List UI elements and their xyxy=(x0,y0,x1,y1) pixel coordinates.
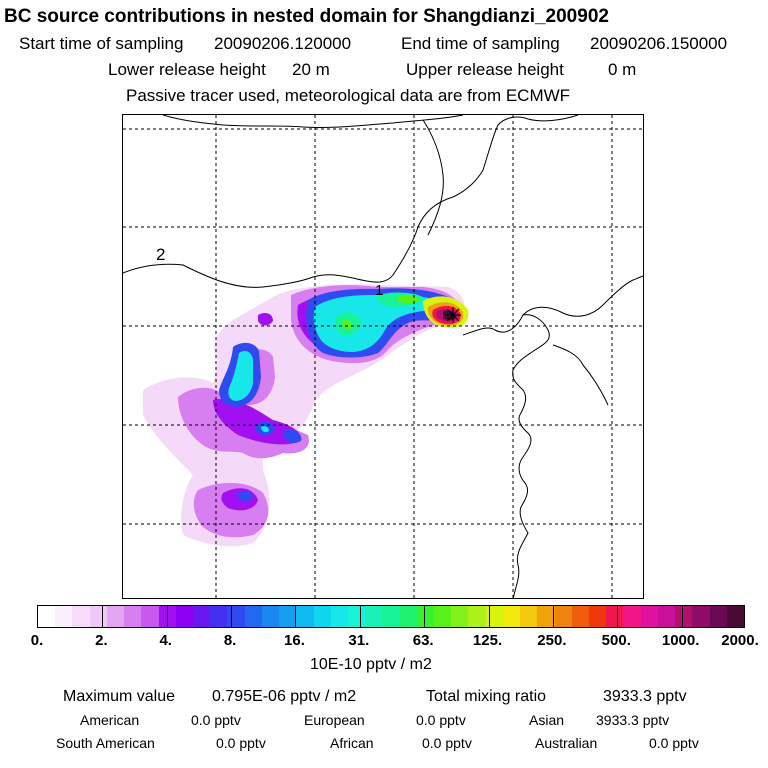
region-label-2: 2 xyxy=(156,245,166,264)
map-panel: 1 2 xyxy=(122,114,644,599)
upper-release-value: 0 m xyxy=(608,60,637,79)
colorbar-tick-label: 2000. xyxy=(721,632,759,649)
region-name-australian: Australian xyxy=(535,735,598,751)
end-time-label: End time of sampling xyxy=(401,34,560,53)
colorbar-segment xyxy=(279,606,297,627)
colorbar-tick-mark xyxy=(295,606,297,627)
colorbar-segment xyxy=(571,606,589,627)
colorbar-tick-label: 0. xyxy=(30,632,44,649)
colorbar-segment xyxy=(175,606,193,627)
colorbar-tick-mark xyxy=(102,606,104,627)
region-value-south-american: 0.0 pptv xyxy=(216,735,266,751)
colorbar-tick-label: 63. xyxy=(412,632,434,649)
colorbar-segment xyxy=(640,606,658,627)
colorbar-tick-label: 250. xyxy=(537,632,567,649)
colorbar-segment xyxy=(347,606,366,627)
colorbar-segment xyxy=(399,606,417,627)
total-mixing-value: 3933.3 pptv xyxy=(603,688,687,705)
colorbar-segment xyxy=(141,606,159,627)
colorbar-segment xyxy=(192,606,211,627)
colorbar-unit: 10E-10 pptv / m2 xyxy=(310,656,432,673)
map-svg xyxy=(123,115,643,598)
colorbar-tick-mark xyxy=(552,606,554,627)
colorbar-segment xyxy=(554,606,572,627)
colorbar-tick-label: 125. xyxy=(472,632,503,649)
colorbar-segment xyxy=(313,606,331,627)
colorbar-segment xyxy=(675,606,693,627)
end-time-value: 20090206.150000 xyxy=(590,34,728,53)
colorbar-segment xyxy=(124,606,142,627)
colorbar-segment xyxy=(485,606,503,627)
region-name-south-american: South American xyxy=(56,735,155,751)
region-name-african: African xyxy=(330,735,374,751)
colorbar-tick-mark xyxy=(681,606,683,627)
region-name-american: American xyxy=(80,712,140,728)
region-value-african: 0.0 pptv xyxy=(422,735,472,751)
region-label-1: 1 xyxy=(375,282,384,299)
colorbar-segment xyxy=(451,606,469,627)
colorbar-segment xyxy=(520,606,538,627)
colorbar-tick-label: 2. xyxy=(95,632,108,649)
region-value-american: 0.0 pptv xyxy=(191,712,241,728)
colorbar-tick-label: 500. xyxy=(601,632,631,649)
colorbar-segment xyxy=(589,606,607,627)
lower-release-value: 20 m xyxy=(292,60,330,79)
colorbar-tick-label: 31. xyxy=(348,632,370,649)
colorbar-tick-mark xyxy=(231,606,233,627)
colorbar-tick-mark xyxy=(488,606,490,627)
colorbar-tick-label: 16. xyxy=(284,632,305,649)
colorbar-tick-label: 8. xyxy=(223,632,237,649)
colorbar-segment xyxy=(502,606,521,627)
colorbar-segment xyxy=(709,606,727,627)
colorbar xyxy=(37,605,745,628)
colorbar-segment xyxy=(468,606,486,627)
start-time-value: 20090206.120000 xyxy=(214,34,352,53)
region-value-australian: 0.0 pptv xyxy=(649,735,699,751)
region-name-european: European xyxy=(304,712,365,728)
region-value-asian: 3933.3 pptv xyxy=(596,712,670,728)
colorbar-segment xyxy=(106,606,125,627)
plume-green xyxy=(342,295,421,330)
colorbar-segment xyxy=(726,606,744,627)
lower-release-label: Lower release height xyxy=(108,60,266,79)
colorbar-segment xyxy=(227,606,245,627)
colorbar-segment xyxy=(72,606,90,627)
colorbar-segment xyxy=(606,606,624,627)
receptor-star-icon xyxy=(445,307,461,323)
max-value: 0.795E-06 pptv / m2 xyxy=(212,688,357,705)
tracer-note: Passive tracer used, meteorological data… xyxy=(126,86,571,105)
colorbar-segment xyxy=(657,606,676,627)
colorbar-tick-mark xyxy=(166,606,168,627)
colorbar-segment xyxy=(434,606,452,627)
plot-title: BC source contributions in nested domain… xyxy=(4,6,609,27)
colorbar-segment xyxy=(38,606,56,627)
colorbar-segment xyxy=(382,606,400,627)
region-value-european: 0.0 pptv xyxy=(416,712,466,728)
colorbar-tick-label: 1000. xyxy=(661,632,700,649)
total-mixing-label: Total mixing ratio xyxy=(426,688,547,705)
colorbar-segment xyxy=(210,606,228,627)
map-boundaries xyxy=(123,115,643,598)
colorbar-tick-label: 4. xyxy=(159,632,172,649)
colorbar-tick-mark xyxy=(617,606,619,627)
colorbar-segment xyxy=(623,606,641,627)
colorbar-tick-mark xyxy=(424,606,426,627)
colorbar-segment xyxy=(537,606,555,627)
plume-cyan xyxy=(228,295,437,433)
region-name-asian: Asian xyxy=(529,712,565,728)
colorbar-segment xyxy=(416,606,435,627)
colorbar-segment xyxy=(244,606,262,627)
start-time-label: Start time of sampling xyxy=(19,34,184,53)
max-value-label: Maximum value xyxy=(63,688,176,705)
colorbar-segment xyxy=(330,606,348,627)
colorbar-segment xyxy=(89,606,107,627)
colorbar-segment xyxy=(692,606,710,627)
colorbar-segment xyxy=(296,606,314,627)
colorbar-segment xyxy=(365,606,383,627)
colorbar-tick-mark xyxy=(359,606,361,627)
colorbar-segment xyxy=(55,606,73,627)
graticule xyxy=(123,115,643,598)
colorbar-segment xyxy=(261,606,280,627)
upper-release-label: Upper release height xyxy=(406,60,564,79)
